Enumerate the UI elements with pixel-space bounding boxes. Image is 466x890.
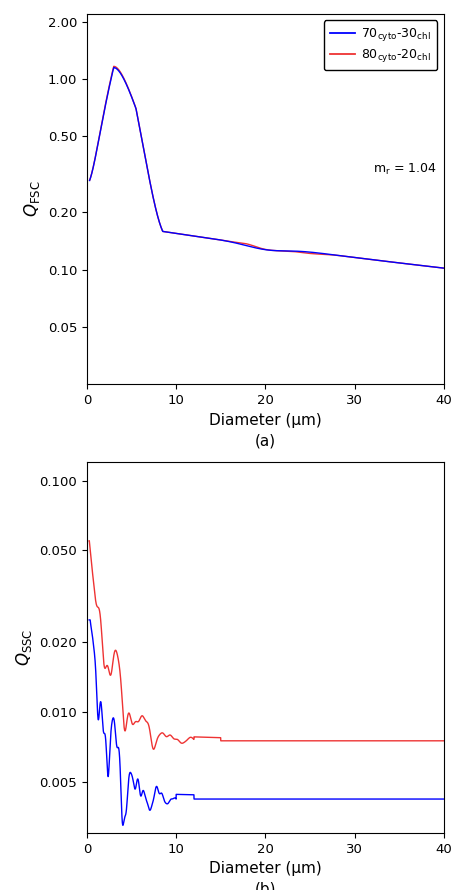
Y-axis label: $Q_\mathrm{SSC}$: $Q_\mathrm{SSC}$ [14,629,34,667]
Text: (a): (a) [255,433,276,449]
X-axis label: Diameter (μm): Diameter (μm) [209,413,322,427]
Text: m$_\mathrm{r}$ = 1.04: m$_\mathrm{r}$ = 1.04 [373,162,437,177]
Legend: 70$_\mathrm{cyto}$-30$_\mathrm{chl}$, 80$_\mathrm{cyto}$-20$_\mathrm{chl}$: 70$_\mathrm{cyto}$-30$_\mathrm{chl}$, 80… [324,20,438,70]
X-axis label: Diameter (μm): Diameter (μm) [209,862,322,876]
Text: (b): (b) [254,882,276,890]
Y-axis label: $Q_\mathrm{FSC}$: $Q_\mathrm{FSC}$ [22,181,42,217]
